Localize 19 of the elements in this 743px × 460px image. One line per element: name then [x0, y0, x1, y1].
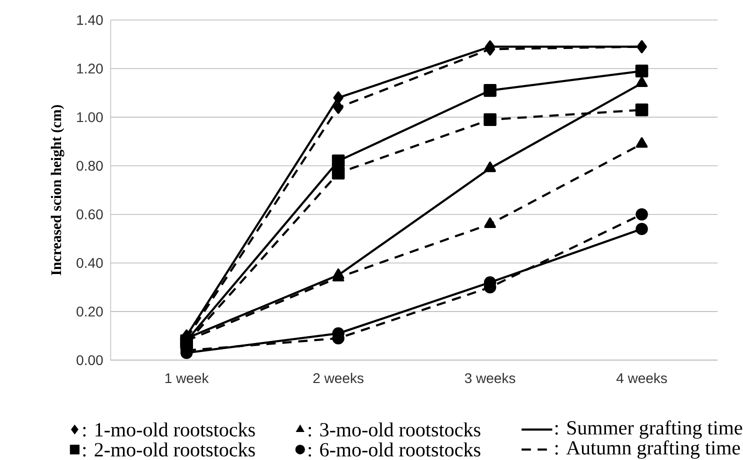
text: : Summer grafting time [555, 420, 742, 439]
text: : 1-mo-old rootstocks [83, 422, 255, 437]
x-tick-label: 3 weeks [464, 372, 516, 384]
text: : 6-mo-old rootstocks [308, 442, 480, 457]
x-tick-label: 2 weeks [313, 372, 364, 384]
x-tick-label: 4 weeks [616, 372, 667, 384]
text: : 2-mo-old rootstocks [83, 442, 255, 457]
y-tick-label: 0.00 [76, 355, 103, 366]
y-tick-label: 1.00 [77, 112, 103, 122]
y-tick-label: 0.60 [76, 209, 103, 220]
y-axis-title: Increased scion height (cm) [50, 104, 64, 276]
y-tick-label: 1.40 [77, 14, 103, 25]
x-tick-label: 1 week [165, 372, 209, 384]
y-tick-label: 0.80 [76, 160, 103, 171]
text: : 3-mo-old rootstocks [308, 422, 480, 437]
text: : Autumn grafting time [555, 440, 740, 459]
y-tick-label: 0.40 [76, 258, 103, 268]
y-tick-label: 0.20 [76, 306, 103, 316]
y-tick-label: 1.20 [77, 64, 103, 74]
